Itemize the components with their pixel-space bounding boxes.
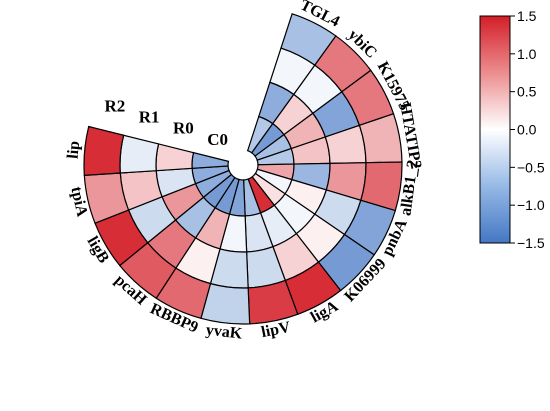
cell-lip-R1 bbox=[119, 134, 160, 174]
cell-lip-C0 bbox=[191, 151, 230, 169]
colorbar-tick-label: −1.5 bbox=[517, 235, 545, 251]
ring-label-R1: R1 bbox=[139, 108, 160, 127]
colorbar-ticks: 1.5 1.0 0.5 0.0 −0.5 −1.0 −1.5 bbox=[510, 8, 545, 251]
colorbar-tick-label: 1.0 bbox=[517, 46, 537, 62]
ring-label-R0: R0 bbox=[173, 119, 194, 138]
colorbar bbox=[479, 15, 511, 244]
cell-lip-R0 bbox=[155, 143, 195, 172]
ring-label-R2: R2 bbox=[105, 96, 126, 115]
gene-label-lip: lip bbox=[65, 140, 84, 159]
colorbar-tick-label: −0.5 bbox=[517, 159, 545, 175]
colorbar-gradient bbox=[479, 15, 511, 244]
gene-label-yvaK: yvaK bbox=[205, 322, 244, 343]
cell-lip-R2 bbox=[83, 125, 125, 176]
heatmap-cells bbox=[83, 13, 403, 325]
ring-labels: C0 R0 R1 R2 bbox=[105, 96, 228, 148]
colorbar-tick-label: 0.0 bbox=[517, 122, 537, 138]
gene-label-lipV: lipV bbox=[260, 319, 293, 341]
gene-label-tpiA: tpiA bbox=[67, 185, 90, 219]
colorbar-tick-label: 0.5 bbox=[517, 84, 537, 100]
colorbar-tick-label: −1.0 bbox=[517, 197, 545, 213]
ring-label-C0: C0 bbox=[207, 130, 228, 149]
colorbar-tick-label: 1.5 bbox=[517, 8, 537, 24]
